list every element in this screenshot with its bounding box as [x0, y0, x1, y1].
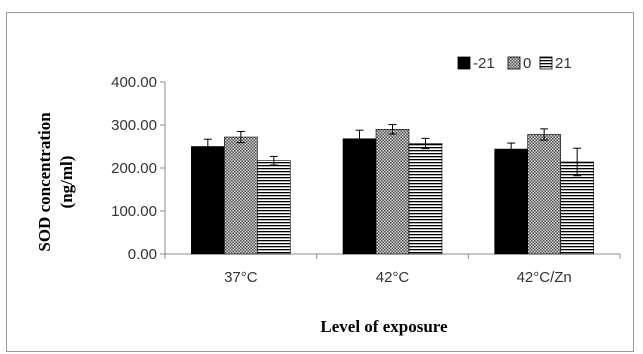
- x-tick-label: 37°C: [224, 269, 258, 286]
- y-axis-title: SOD concentration (ng/ml): [35, 112, 76, 252]
- bar-checker-gray: [527, 134, 561, 255]
- legend-label: -21: [473, 55, 495, 72]
- legend-swatch-solid-black: [457, 56, 471, 70]
- x-axis-title: Level of exposure: [320, 317, 448, 336]
- bar-solid-black: [494, 148, 528, 255]
- bar-checker-gray: [224, 136, 258, 255]
- legend: -21 0 21: [457, 55, 572, 72]
- bar-checker-gray: [375, 129, 410, 255]
- legend-swatch-horizontal-stripes: [539, 56, 553, 70]
- bar-horizontal-stripes: [408, 143, 443, 255]
- y-tick-label: 200.00: [111, 160, 157, 177]
- bar-solid-black: [191, 146, 225, 255]
- x-tick-label: 42°C: [376, 269, 410, 286]
- bar-solid-black: [342, 138, 377, 255]
- bar-horizontal-stripes: [257, 160, 291, 255]
- legend-swatch-checker-gray: [507, 56, 521, 70]
- y-tick-label: 300.00: [111, 117, 157, 134]
- y-tick-label: 100.00: [111, 203, 157, 220]
- y-axis-title-line2: (ng/ml): [57, 156, 76, 209]
- x-tick-label: 42°C/Zn: [517, 269, 572, 286]
- legend-label: 21: [555, 55, 572, 72]
- y-tick-label: 0.00: [128, 246, 157, 263]
- y-axis-title-line1: SOD concentration: [35, 112, 54, 252]
- plot-area: 0.00 100.00 200.00 300.00 400.00 37°C 42°C 42°C…: [111, 74, 621, 286]
- y-tick-label: 400.00: [111, 74, 157, 91]
- bar-horizontal-stripes: [560, 161, 594, 255]
- legend-label: 0: [523, 55, 531, 72]
